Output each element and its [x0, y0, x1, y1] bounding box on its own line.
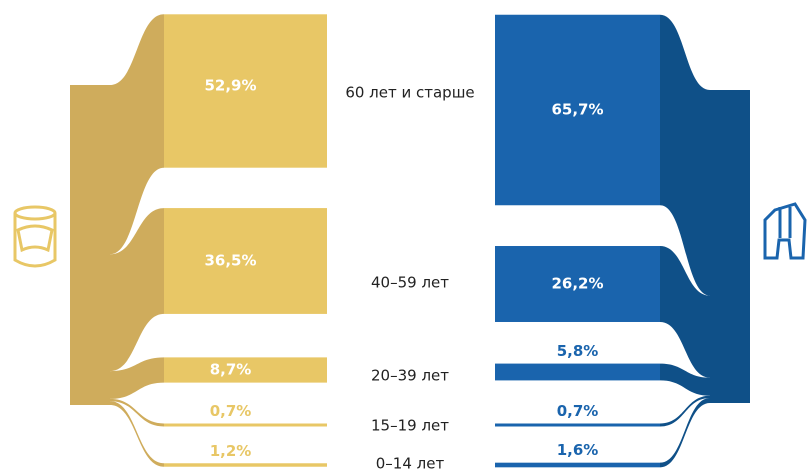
- category-label: 15–19 лет: [371, 417, 449, 435]
- bar: [164, 357, 327, 383]
- flow: [660, 14, 710, 296]
- bar: [164, 463, 327, 467]
- bar: [495, 14, 660, 206]
- flow: [660, 363, 710, 396]
- category-label: 60 лет и старше: [345, 84, 474, 102]
- flow: [110, 398, 164, 427]
- bar: [495, 462, 660, 468]
- flow: [110, 357, 164, 399]
- flow: [110, 208, 164, 372]
- flow: [110, 14, 164, 255]
- value-label: 65,7%: [551, 101, 603, 119]
- bar: [495, 246, 660, 322]
- bar: [164, 423, 327, 427]
- flow: [110, 401, 164, 467]
- value-label: 8,7%: [210, 361, 252, 379]
- value-label: 26,2%: [551, 275, 603, 293]
- category-label: 40–59 лет: [371, 274, 449, 292]
- flow: [660, 397, 710, 468]
- flow: [660, 246, 710, 378]
- bar: [164, 208, 327, 314]
- value-label: 0,7%: [210, 402, 252, 420]
- trunk: [70, 85, 110, 405]
- flow: [660, 395, 710, 427]
- bar: [495, 423, 660, 427]
- value-label: 36,5%: [204, 252, 256, 270]
- category-label: 20–39 лет: [371, 367, 449, 385]
- trunk: [710, 90, 750, 403]
- value-label: 52,9%: [204, 77, 256, 95]
- value-label: 1,6%: [557, 441, 599, 459]
- left-icon: [13, 205, 57, 268]
- value-label: 5,8%: [557, 342, 599, 360]
- value-label: 0,7%: [557, 402, 599, 420]
- value-label: 1,2%: [210, 442, 252, 460]
- bar: [495, 363, 660, 381]
- bar: [164, 14, 327, 168]
- right-icon: [763, 202, 807, 260]
- category-label: 0–14 лет: [376, 455, 445, 472]
